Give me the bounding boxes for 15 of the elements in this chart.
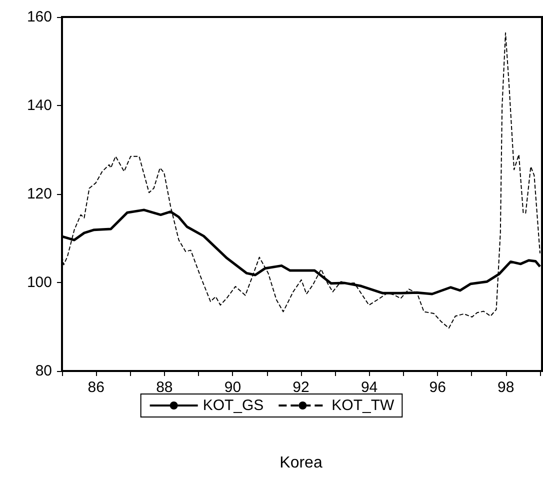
x-axis-title: Korea — [280, 454, 322, 472]
x-tick-label: 86 — [88, 379, 104, 396]
x-tick-label: 94 — [360, 379, 378, 396]
legend-label: KOT_TW — [332, 397, 396, 414]
y-tick-label: 120 — [26, 186, 52, 202]
y-tick-label: 160 — [26, 8, 52, 26]
x-tick-label: 96 — [429, 379, 446, 396]
x-tick-label: 88 — [156, 379, 173, 396]
y-tick-label: 100 — [26, 274, 52, 291]
x-tick-label: 90 — [224, 379, 242, 396]
x-tick-label: 92 — [292, 379, 310, 396]
legend-label: KOT_GS — [202, 397, 264, 414]
y-tick-label: 80 — [35, 362, 52, 380]
y-tick-label: 140 — [26, 97, 52, 114]
x-tick-label: 98 — [498, 379, 514, 396]
